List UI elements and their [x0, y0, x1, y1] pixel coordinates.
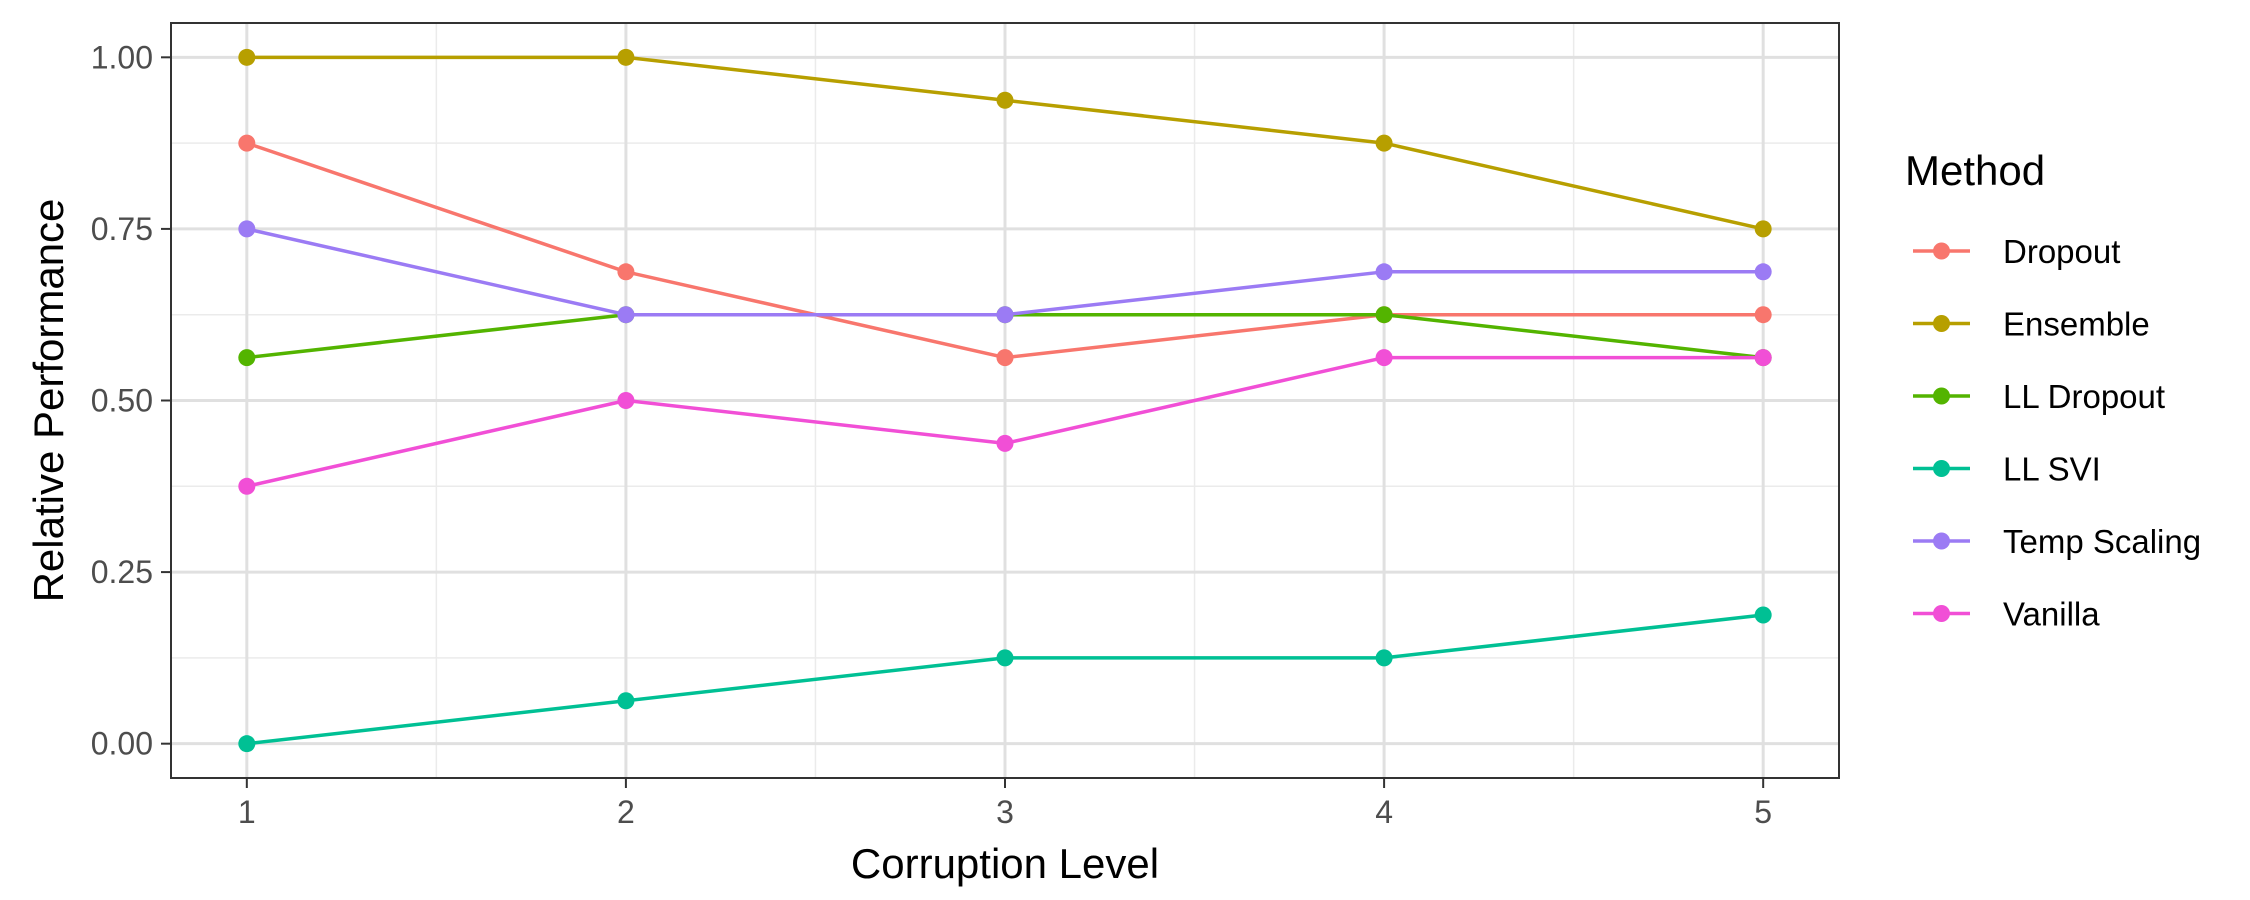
legend-item: LL SVI [1913, 451, 2101, 488]
data-point [238, 134, 256, 152]
data-point [238, 477, 256, 495]
y-tick-label: 0.25 [91, 554, 153, 590]
data-point [1754, 220, 1772, 238]
data-point [1754, 606, 1772, 624]
data-point [238, 220, 256, 238]
data-point [1375, 306, 1393, 324]
y-tick-label: 0.50 [91, 383, 153, 419]
data-point [1754, 306, 1772, 324]
data-point [617, 692, 635, 710]
axes: 0.00 0.25 0.50 0.75 1.00 1 2 3 4 5 [91, 39, 1772, 830]
data-point [238, 48, 256, 66]
legend-item: Dropout [1913, 233, 2120, 270]
x-axis-title: Corruption Level [851, 840, 1159, 887]
y-tick-label: 0.75 [91, 211, 153, 247]
y-tick-label: 0.00 [91, 726, 153, 762]
legend-label: Vanilla [2003, 596, 2100, 633]
x-tick-label: 5 [1754, 794, 1772, 830]
legend-key-point [1933, 460, 1950, 477]
data-point [617, 263, 635, 281]
data-point [1375, 134, 1393, 152]
legend-key-point [1933, 605, 1950, 622]
legend-key-point [1933, 532, 1950, 550]
series-ensemble [238, 48, 1772, 238]
grid [171, 23, 1839, 778]
data-point [996, 306, 1014, 324]
data-point [1375, 649, 1393, 667]
legend-item: Vanilla [1913, 596, 2100, 633]
data-point [996, 434, 1014, 452]
data-point [1375, 263, 1393, 281]
series-temp-scaling [238, 220, 1772, 324]
series-ll-svi [238, 606, 1772, 753]
data-point [617, 392, 635, 409]
series-vanilla [238, 349, 1772, 495]
legend-label: Ensemble [2003, 306, 2150, 343]
data-point [996, 349, 1014, 367]
data-point [238, 349, 256, 367]
legend-label: LL SVI [2003, 451, 2101, 488]
series-layer [238, 48, 1772, 753]
legend: Method Dropout Ensemble LL Dropout LL SVI Te… [1905, 147, 2201, 633]
y-tick-label: 1.00 [91, 39, 153, 75]
data-point [1754, 349, 1772, 367]
x-tick-label: 4 [1375, 794, 1393, 830]
data-point [617, 306, 635, 324]
legend-title: Method [1905, 147, 2045, 194]
legend-label: Dropout [2003, 233, 2120, 270]
y-axis-title: Relative Performance [25, 199, 72, 603]
data-point [1754, 263, 1772, 281]
x-tick-label: 2 [617, 794, 635, 830]
data-point [1375, 349, 1393, 367]
x-tick-label: 3 [996, 794, 1014, 830]
legend-item: Ensemble [1913, 306, 2150, 343]
legend-item: LL Dropout [1913, 378, 2165, 415]
data-point [238, 735, 256, 753]
x-tick-label: 1 [238, 794, 256, 830]
legend-item: Temp Scaling [1913, 523, 2201, 560]
legend-key-point [1933, 315, 1950, 332]
legend-label: Temp Scaling [2003, 523, 2201, 560]
legend-key-point [1933, 387, 1950, 405]
data-point [996, 649, 1014, 667]
legend-label: LL Dropout [2003, 378, 2165, 415]
data-point [617, 48, 635, 66]
legend-key-point [1933, 242, 1950, 260]
data-point [996, 91, 1014, 109]
